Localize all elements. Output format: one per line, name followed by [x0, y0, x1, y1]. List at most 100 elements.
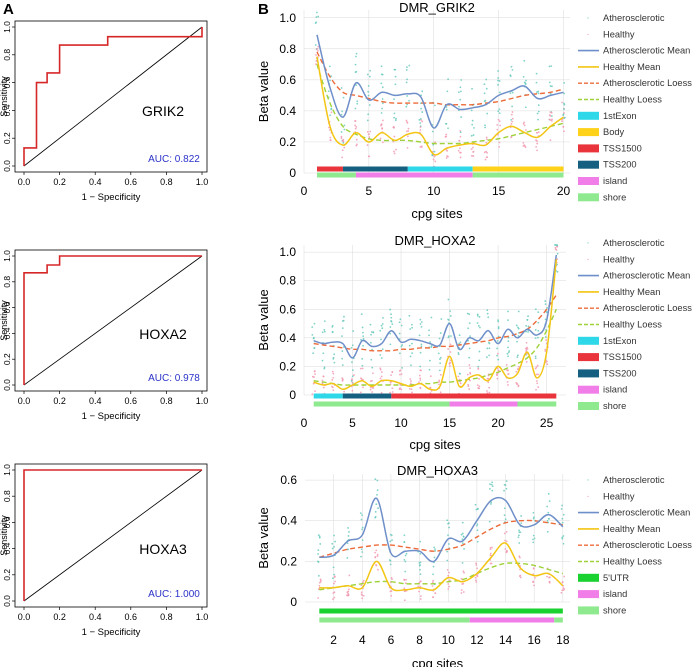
- legend-region-swatch: [578, 590, 599, 599]
- healthy-point: [556, 245, 559, 248]
- atherosclerotic-point: [367, 113, 370, 116]
- atherosclerotic-point: [361, 326, 364, 329]
- atherosclerotic-point: [381, 107, 384, 110]
- x-tick-label: 5: [366, 184, 373, 198]
- healthy-point: [406, 121, 409, 124]
- healthy-point: [548, 581, 551, 584]
- legend-point-symbol: ·: [587, 14, 590, 24]
- healthy-point: [505, 540, 508, 543]
- x-axis-label: 1 − Specificity: [82, 411, 141, 422]
- atherosclerotic-point: [420, 321, 423, 323]
- x-tick-label: 15: [492, 184, 506, 198]
- legend-label: Atherosclerotic: [603, 475, 665, 485]
- healthy-point: [341, 379, 344, 382]
- atherosclerotic-point: [400, 324, 403, 327]
- x-tick-label: 10: [442, 633, 456, 647]
- healthy-point: [322, 375, 325, 378]
- healthy-point: [459, 151, 461, 154]
- healthy-point: [546, 575, 549, 578]
- healthy-point: [470, 154, 473, 157]
- legend-point-symbol: ·: [587, 255, 590, 265]
- healthy-point: [362, 594, 365, 597]
- atherosclerotic-point: [520, 522, 523, 525]
- atherosclerotic-point: [468, 313, 471, 316]
- y-tick-label: 1.0: [2, 250, 12, 262]
- atherosclerotic-point: [332, 356, 335, 359]
- healthy-point: [475, 574, 478, 577]
- healthy-point: [376, 553, 379, 556]
- healthy-point: [331, 385, 333, 388]
- atherosclerotic-point: [459, 341, 462, 344]
- atherosclerotic-point: [376, 479, 379, 482]
- healthy-point: [462, 570, 465, 573]
- atherosclerotic-point: [461, 561, 464, 564]
- healthy-point: [510, 122, 513, 125]
- healthy-point: [447, 348, 450, 350]
- annotation-segment: [319, 617, 470, 623]
- annotation-segment: [469, 617, 555, 623]
- atherosclerotic-point: [434, 549, 437, 552]
- atherosclerotic-point: [404, 554, 407, 557]
- healthy-point: [429, 386, 432, 389]
- legend-label: TSS200: [603, 368, 637, 378]
- atherosclerotic-point: [459, 98, 462, 101]
- atherosclerotic-point: [379, 329, 382, 332]
- y-tick-label: 0: [290, 595, 297, 609]
- atherosclerotic-point: [317, 574, 320, 577]
- healthy-point: [446, 568, 449, 571]
- y-tick-label: 0.0: [2, 160, 12, 172]
- atherosclerotic-point: [370, 333, 372, 336]
- atherosclerotic-point: [359, 512, 362, 515]
- atherosclerotic-point: [547, 492, 550, 495]
- atherosclerotic-loess-line: [313, 294, 557, 352]
- atherosclerotic-point: [374, 478, 377, 481]
- y-tick-label: 0.6: [2, 76, 12, 88]
- atherosclerotic-point: [380, 357, 383, 359]
- atherosclerotic-point: [457, 353, 460, 356]
- atherosclerotic-point: [447, 298, 450, 301]
- atherosclerotic-point: [461, 538, 464, 541]
- atherosclerotic-point: [532, 517, 535, 520]
- atherosclerotic-point: [430, 346, 433, 348]
- atherosclerotic-point: [498, 112, 501, 115]
- healthy-point: [518, 555, 521, 558]
- atherosclerotic-point: [497, 83, 499, 86]
- x-axis-label: cpg sites: [409, 437, 461, 452]
- healthy-point: [355, 138, 358, 141]
- atherosclerotic-point: [490, 483, 493, 486]
- atherosclerotic-point: [524, 83, 527, 86]
- atherosclerotic-point: [438, 337, 441, 340]
- atherosclerotic-point: [343, 315, 345, 318]
- healthy-point: [314, 390, 316, 393]
- healthy-point: [477, 368, 480, 370]
- healthy-point: [372, 387, 375, 389]
- healthy-point: [489, 562, 492, 565]
- atherosclerotic-point: [497, 320, 500, 323]
- atherosclerotic-point: [391, 539, 393, 542]
- atherosclerotic-point: [525, 330, 527, 333]
- healthy-point: [410, 388, 413, 391]
- atherosclerotic-point: [534, 329, 537, 331]
- atherosclerotic-point: [488, 520, 491, 523]
- healthy-point: [445, 133, 448, 136]
- healthy-point: [354, 127, 357, 130]
- atherosclerotic-point: [368, 104, 371, 106]
- atherosclerotic-point: [458, 334, 461, 337]
- atherosclerotic-point: [346, 542, 349, 545]
- atherosclerotic-point: [468, 347, 471, 350]
- atherosclerotic-point: [319, 543, 322, 545]
- healthy-point: [379, 367, 382, 370]
- atherosclerotic-point: [497, 327, 500, 330]
- atherosclerotic-point: [380, 65, 383, 68]
- atherosclerotic-point: [477, 324, 480, 327]
- healthy-point: [561, 120, 563, 123]
- healthy-point: [489, 546, 492, 549]
- healthy-point: [369, 386, 372, 389]
- atherosclerotic-point: [355, 52, 358, 55]
- atherosclerotic-point: [380, 338, 382, 341]
- atherosclerotic-point: [523, 81, 526, 84]
- healthy-point: [360, 593, 363, 596]
- atherosclerotic-point: [444, 122, 447, 125]
- healthy-point: [498, 141, 501, 144]
- healthy-point: [449, 365, 451, 367]
